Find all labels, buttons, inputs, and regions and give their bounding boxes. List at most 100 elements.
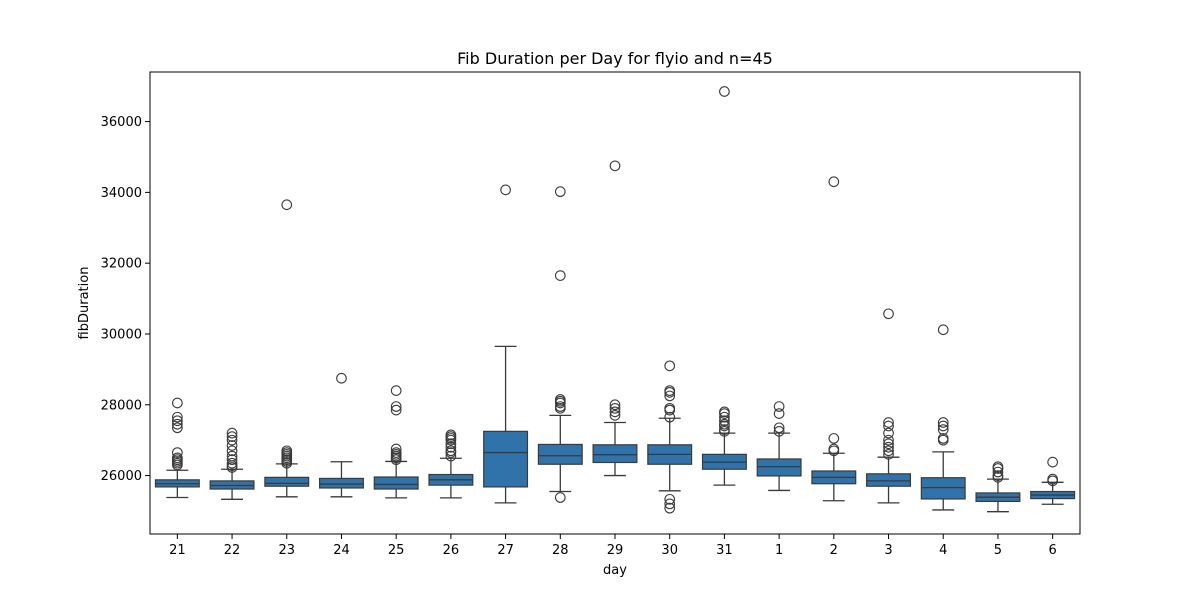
box-day-28 <box>537 186 583 503</box>
iqr-box <box>866 473 912 487</box>
box-day-25 <box>373 385 419 499</box>
y-tick-label: 26000 <box>101 469 142 484</box>
y-axis: 26000 28000 30000 32000 34000 36000 <box>101 115 150 484</box>
box-day-2 <box>811 176 857 502</box>
outlier-point <box>937 420 949 432</box>
box-day-27 <box>483 184 529 504</box>
outlier-point <box>937 417 949 428</box>
chart-title: Fib Duration per Day for flyio and n=45 <box>457 49 773 68</box>
x-tick-label: 2 <box>830 543 838 558</box>
outlier-point <box>719 411 730 423</box>
y-tick-label: 32000 <box>101 257 142 272</box>
y-tick-label: 28000 <box>101 398 142 413</box>
box-day-21 <box>154 397 200 499</box>
box-day-26 <box>428 429 474 499</box>
outlier-point <box>883 434 894 446</box>
outlier-point <box>937 433 949 444</box>
outlier-point <box>937 324 949 336</box>
box-day-23 <box>264 199 310 498</box>
outlier-point <box>554 394 566 405</box>
outlier-point <box>554 492 566 503</box>
outlier-point <box>226 454 238 466</box>
iqr-box <box>537 443 583 465</box>
outlier-point <box>445 441 457 453</box>
x-tick-label: 30 <box>661 543 678 558</box>
x-tick-label: 28 <box>552 543 569 558</box>
x-tick-label: 27 <box>497 543 514 558</box>
outlier-point <box>226 457 238 469</box>
x-tick-label: 31 <box>716 543 733 558</box>
outlier-point <box>390 404 402 416</box>
x-tick-label: 29 <box>607 543 624 558</box>
box-day-31 <box>701 86 747 486</box>
outlier-point <box>172 447 183 458</box>
iqr-box <box>756 458 802 477</box>
outlier-point <box>719 406 730 418</box>
outlier-point <box>390 401 402 412</box>
outlier-point <box>664 390 676 402</box>
x-axis-label: day <box>603 563 627 578</box>
box-day-1 <box>756 401 802 492</box>
outlier-point <box>719 415 730 427</box>
box-day-3 <box>866 308 912 504</box>
outlier-point <box>992 470 1004 481</box>
x-axis: 21 22 23 24 25 26 27 28 29 30 31 1 2 3 4 5 6 <box>169 534 1057 558</box>
outlier-point <box>664 402 676 414</box>
x-tick-label: 6 <box>1049 543 1057 558</box>
outlier-point <box>773 401 785 412</box>
x-tick-label: 25 <box>388 543 405 558</box>
outlier-point <box>609 402 621 414</box>
outlier-point <box>883 445 894 457</box>
outlier-point <box>883 417 894 428</box>
outlier-point <box>664 360 676 372</box>
box-day-29 <box>592 160 638 477</box>
outlier-point <box>281 199 293 211</box>
outlier-point <box>609 410 621 421</box>
outlier-point <box>883 427 894 439</box>
outlier-point <box>445 445 457 457</box>
outlier-point <box>554 401 566 412</box>
outlier-point <box>445 429 457 441</box>
outlier-point <box>1047 473 1058 485</box>
x-tick-label: 4 <box>939 543 947 558</box>
box-day-5 <box>975 461 1021 513</box>
outlier-point <box>719 86 730 97</box>
outlier-point <box>992 461 1004 473</box>
iqr-box <box>318 477 364 489</box>
outlier-point <box>664 493 676 505</box>
outlier-point <box>390 443 402 455</box>
outlier-point <box>226 440 238 451</box>
outlier-point <box>992 466 1004 478</box>
x-tick-label: 5 <box>994 543 1002 558</box>
outlier-point <box>226 445 238 457</box>
outlier-point <box>445 450 457 462</box>
outlier-point <box>719 424 730 435</box>
outlier-point <box>500 184 511 196</box>
box-day-22 <box>209 427 255 500</box>
outlier-point <box>1047 456 1058 468</box>
y-tick-label: 34000 <box>101 186 142 201</box>
outlier-point <box>664 502 676 514</box>
outlier-point <box>773 422 785 434</box>
outlier-point <box>664 411 676 423</box>
outlier-point <box>172 397 183 409</box>
outlier-point <box>226 434 238 446</box>
outlier-point <box>828 433 840 444</box>
outlier-point <box>664 385 676 396</box>
box-series <box>154 86 1076 514</box>
outlier-point <box>883 441 894 453</box>
outlier-point <box>828 176 840 188</box>
outlier-point <box>390 385 402 396</box>
outlier-point <box>937 424 949 435</box>
x-tick-label: 23 <box>278 543 295 558</box>
outlier-point <box>609 160 621 172</box>
y-axis-label: fibDuration <box>77 267 92 340</box>
iqr-box <box>264 476 310 487</box>
box-day-4 <box>920 324 966 511</box>
x-tick-label: 22 <box>224 543 241 558</box>
y-tick-label: 36000 <box>101 115 142 130</box>
outlier-point <box>773 408 785 419</box>
outlier-point <box>719 418 730 430</box>
x-tick-label: 24 <box>333 543 350 558</box>
